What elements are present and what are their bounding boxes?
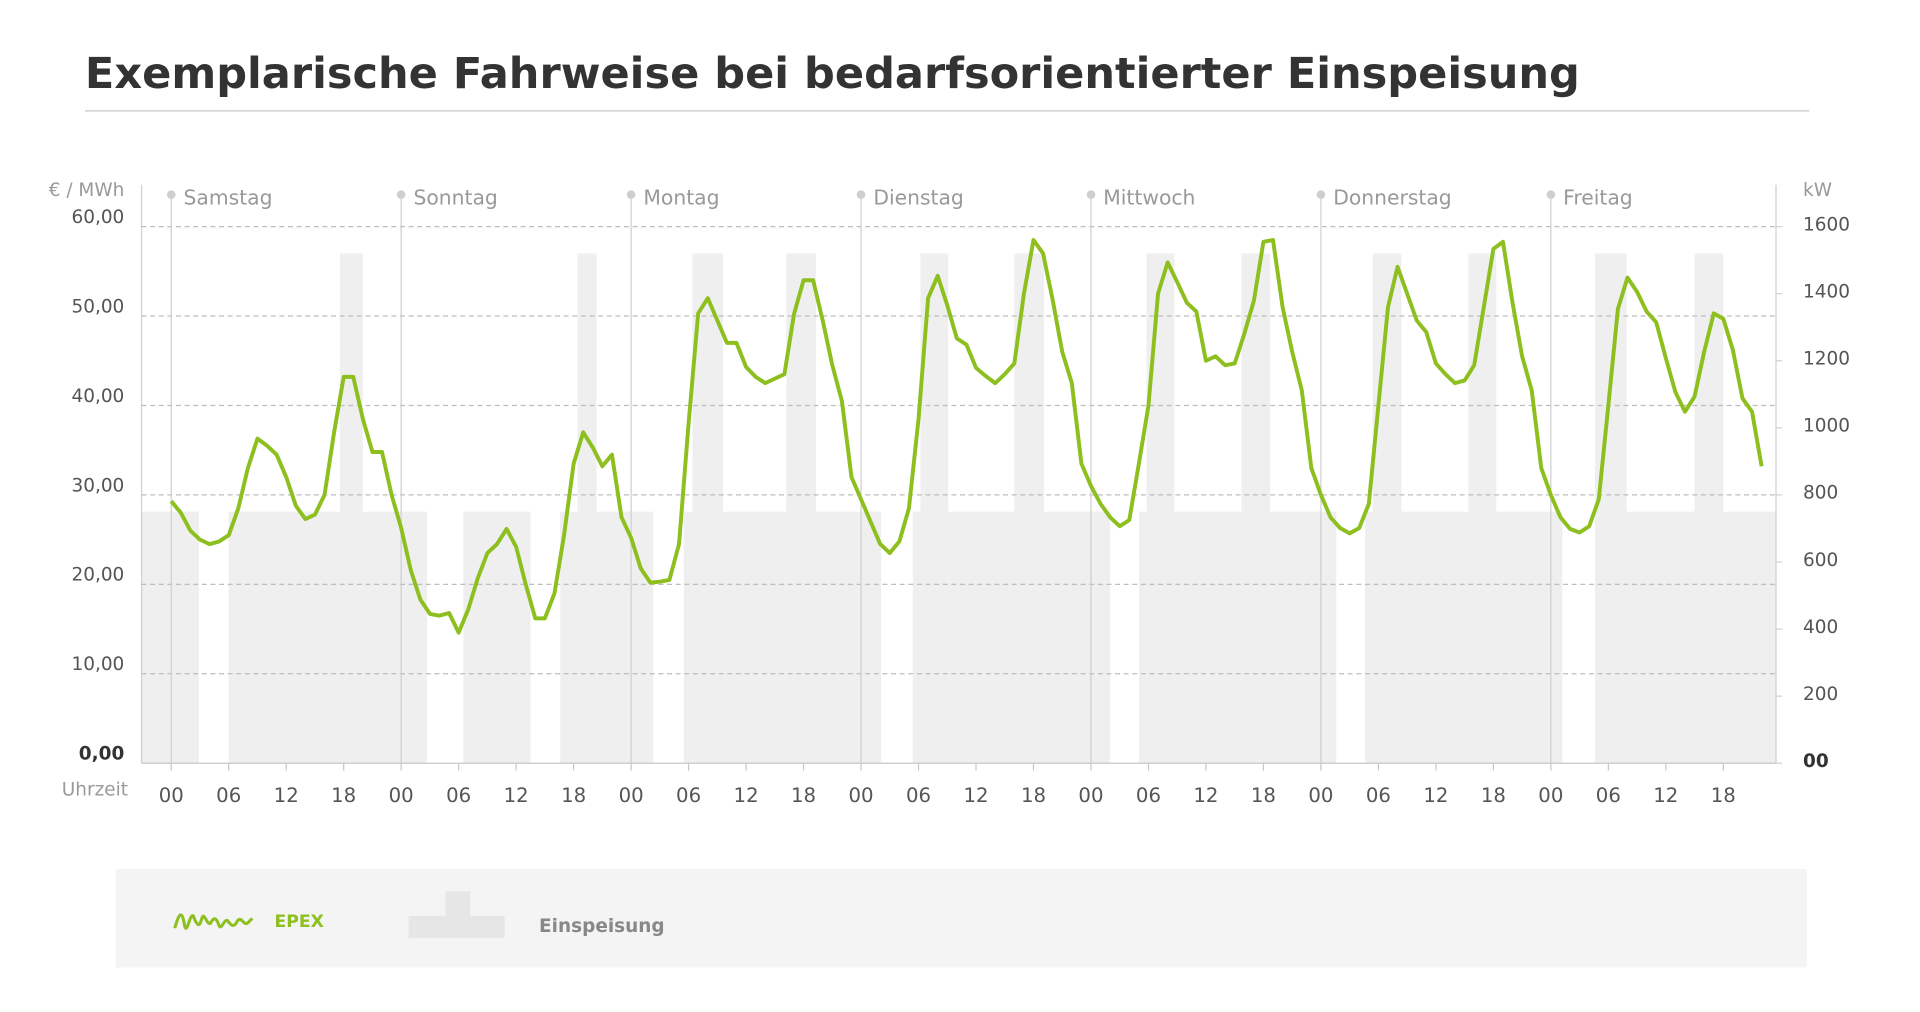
y-tick-label: 40,00 [71, 386, 124, 407]
feed-in-bar [683, 511, 693, 764]
feed-in-bar [912, 511, 921, 764]
day-dot [1546, 190, 1556, 199]
x-tick-label: 18 [1711, 784, 1736, 807]
feed-in-bar [1372, 253, 1402, 764]
x-tick-label: 00 [1308, 784, 1333, 807]
y2-tick-label: 1000 [1803, 416, 1850, 437]
legend-box [115, 869, 1807, 968]
legend-label: Einspeisung [539, 916, 665, 937]
feed-in-bar [596, 511, 654, 764]
x-tick-label: 18 [331, 784, 356, 807]
feed-in-bar [1138, 511, 1147, 764]
feed-in-bar [1468, 253, 1497, 764]
day-label: Freitag [1563, 185, 1633, 209]
y2-tick-label: 1200 [1803, 349, 1850, 370]
y-tick-label: 0,00 [79, 744, 125, 765]
feed-in-bar [560, 511, 578, 764]
y-axis-title: € / MWh [49, 180, 125, 201]
x-tick-label: 00 [389, 784, 414, 807]
feed-in-bar [1364, 511, 1373, 764]
x-tick-label: 06 [446, 784, 471, 807]
feed-in-bar [723, 511, 787, 764]
y-tick-label: 10,00 [71, 654, 124, 675]
y2-tick-label: 800 [1803, 483, 1838, 504]
x-tick-label: 00 [1078, 784, 1103, 807]
feed-in-bar [1270, 511, 1337, 764]
price-line [169, 238, 1764, 635]
x-tick-label: 00 [849, 784, 874, 807]
day-label: Mittwoch [1103, 185, 1195, 209]
y2-tick-label: 00 [1803, 751, 1829, 772]
feed-in-bar [339, 253, 363, 764]
y2-tick-label: 400 [1803, 617, 1838, 638]
x-tick-label: 18 [561, 784, 586, 807]
feed-in-bar [463, 511, 531, 764]
feed-in-bar [577, 253, 597, 764]
legend-line-icon [173, 913, 254, 930]
x-tick-label: 06 [1596, 784, 1621, 807]
feed-in-bar [228, 511, 340, 764]
y2-axis-title: kW [1803, 180, 1832, 201]
x-tick-label: 12 [1653, 784, 1678, 807]
x-tick-label: 12 [274, 784, 299, 807]
x-tick-label: 12 [504, 784, 529, 807]
feed-in-bar [1496, 511, 1563, 764]
feed-in-bar [1594, 253, 1627, 764]
x-tick-label: 12 [734, 784, 759, 807]
x-tick-label: 00 [1538, 784, 1563, 807]
x-tick-label: 06 [216, 784, 241, 807]
x-tick-label: 12 [963, 784, 988, 807]
plot-area: 0,00 10,00 20,00 30,00 40,00 50,00 60,00 00 200 4… [49, 180, 1850, 807]
feed-in-bar [141, 511, 200, 764]
day-label: Montag [643, 185, 719, 209]
feed-in-bar [1044, 511, 1111, 764]
day-dot [166, 190, 176, 199]
feed-in-bar [1174, 511, 1242, 764]
x-tick-label: 06 [1366, 784, 1391, 807]
y-tick-label: 20,00 [71, 565, 124, 586]
legend-label: EPEX [274, 912, 323, 932]
x-tick-label: 00 [159, 784, 184, 807]
y-tick-label: 30,00 [71, 475, 124, 496]
y2-tick-label: 1400 [1803, 281, 1850, 302]
day-label: Sonntag [413, 185, 497, 209]
x-axis-title: Uhrzeit [62, 779, 128, 800]
y2-tick-label: 600 [1803, 550, 1838, 571]
feed-in-bar [1626, 511, 1695, 764]
y-tick-label: 60,00 [71, 207, 124, 228]
feed-in-bar [1401, 511, 1469, 764]
feed-in-bar [1723, 511, 1776, 764]
chart-title: Exemplarische Fahrweise bei bedarfsorien… [85, 49, 1580, 99]
feed-in-bar [816, 511, 882, 764]
x-tick-label: 12 [1423, 784, 1448, 807]
x-tick-label: 00 [619, 784, 644, 807]
x-tick-label: 12 [1193, 784, 1218, 807]
day-dot [396, 190, 406, 199]
x-tick-label: 18 [1481, 784, 1506, 807]
day-label: Dienstag [873, 185, 963, 209]
y-tick-label: 50,00 [71, 296, 124, 317]
legend: EPEX Einspeisung [115, 869, 1807, 968]
day-label: Samstag [184, 185, 273, 209]
feed-in-bar [1146, 253, 1175, 764]
x-tick-label: 06 [676, 784, 701, 807]
day-dot [626, 190, 636, 199]
day-dot [1086, 190, 1096, 199]
x-tick-label: 06 [1136, 784, 1161, 807]
day-dot [1316, 190, 1326, 199]
feed-in-bar [948, 511, 1015, 764]
x-tick-label: 18 [791, 784, 816, 807]
y2-tick-label: 200 [1803, 684, 1838, 705]
y2-tick-label: 1600 [1803, 214, 1850, 235]
day-dot [856, 190, 866, 199]
x-tick-label: 18 [1251, 784, 1276, 807]
feed-in-bar [362, 511, 428, 764]
feed-in-bar [1241, 253, 1271, 764]
legend-step-icon [408, 891, 505, 938]
x-tick-label: 06 [906, 784, 931, 807]
day-label: Donnerstag [1333, 185, 1451, 209]
x-tick-label: 18 [1021, 784, 1046, 807]
